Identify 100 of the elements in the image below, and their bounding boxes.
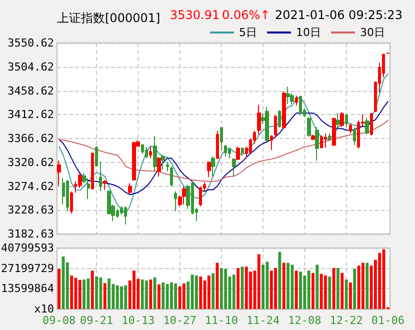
candlestick — [340, 112, 344, 128]
bar — [149, 280, 152, 309]
bar — [153, 277, 156, 309]
line-series — [58, 120, 388, 182]
bar — [99, 277, 102, 309]
chart-title: 上证指数[000001] — [57, 11, 160, 25]
candlestick — [349, 123, 352, 134]
bar — [266, 262, 269, 309]
candlestick — [241, 146, 244, 157]
y-tick-label: x10 — [34, 302, 54, 316]
bar — [324, 276, 327, 309]
candlestick — [328, 133, 331, 141]
bar — [199, 276, 202, 309]
bar — [274, 268, 277, 309]
x-tick-label: 09-08 — [42, 314, 76, 327]
text: 2021-01-06 09:25:23 — [275, 8, 402, 22]
bar — [108, 278, 110, 309]
candlestick — [66, 179, 69, 212]
bar — [207, 276, 210, 309]
legend-label: 30日 — [360, 26, 386, 39]
y-tick-label: 40799593 — [1, 242, 54, 254]
y-tick-label: 3504.62 — [8, 60, 54, 74]
x-tick-label: 10-27 — [163, 314, 196, 327]
x-tick-label: 11-10 — [204, 314, 238, 327]
candlestick — [216, 130, 219, 160]
candlestick — [332, 117, 336, 147]
bar — [349, 282, 352, 309]
candlestick — [78, 173, 82, 189]
candlestick — [353, 127, 356, 146]
x-tick-label: 10-13 — [122, 314, 155, 327]
bar — [158, 284, 160, 309]
candlestick — [95, 146, 98, 168]
bar — [332, 268, 336, 309]
bar — [336, 268, 340, 309]
candlestick — [286, 86, 290, 104]
candlestick — [370, 112, 373, 136]
bar — [170, 282, 173, 309]
y-tick-label: 3412.62 — [8, 108, 54, 122]
y-tick-label: 3366.62 — [8, 132, 54, 146]
text: 3530.91 — [170, 8, 220, 22]
x-tick-label: 12-08 — [288, 314, 322, 327]
bar — [166, 284, 169, 309]
candlestick — [315, 126, 319, 162]
bar — [378, 252, 382, 309]
bar — [182, 283, 186, 309]
bar — [282, 262, 286, 309]
candlestick — [166, 161, 169, 172]
candlestick — [345, 113, 348, 128]
bar — [124, 285, 128, 309]
candlestick — [70, 190, 73, 214]
candlestick — [278, 110, 281, 128]
bar — [244, 266, 248, 309]
bar — [307, 270, 310, 309]
candlestick — [211, 156, 215, 177]
candlestick — [161, 154, 165, 170]
candlestick — [91, 152, 94, 190]
candlestick — [228, 146, 231, 159]
bar — [353, 268, 356, 309]
candlestick — [232, 158, 236, 177]
candlestick — [174, 190, 177, 212]
y-tick-label: 3274.62 — [8, 180, 54, 193]
bar — [340, 272, 344, 309]
candlestick — [141, 144, 144, 155]
x-tick-label: 11-24 — [246, 314, 280, 327]
y-tick-label: 3182.63 — [8, 228, 54, 240]
y-tick-label: 13599864 — [1, 282, 54, 296]
bar — [220, 268, 223, 309]
candlestick — [257, 104, 261, 136]
bar — [366, 262, 369, 309]
candlestick — [224, 144, 227, 158]
candlestick — [128, 182, 132, 194]
bar — [90, 270, 94, 309]
candlestick — [124, 206, 127, 225]
candlestick — [145, 146, 148, 159]
candlestick — [207, 161, 211, 178]
candlestick — [157, 156, 161, 177]
candlestick — [336, 112, 340, 130]
candlestick — [365, 117, 369, 135]
bar — [257, 254, 260, 309]
candlestick — [170, 166, 173, 187]
candlestick — [320, 134, 323, 149]
candlestick — [324, 133, 327, 148]
candlestick — [311, 134, 315, 141]
y-tick-label: 3320.62 — [8, 156, 54, 169]
candlestick — [236, 146, 240, 160]
bar — [312, 272, 314, 309]
bar — [120, 286, 123, 309]
bar — [132, 270, 136, 309]
candlestick — [265, 106, 269, 142]
x-tick-label: 12-22 — [330, 314, 363, 327]
bar — [212, 273, 215, 309]
bar — [286, 262, 290, 309]
bar — [103, 283, 106, 309]
bar — [78, 280, 82, 309]
bar — [328, 276, 332, 309]
bar — [232, 274, 236, 309]
bar — [316, 264, 319, 309]
candlestick — [132, 141, 136, 181]
bar — [162, 282, 165, 309]
candlestick — [295, 95, 298, 106]
